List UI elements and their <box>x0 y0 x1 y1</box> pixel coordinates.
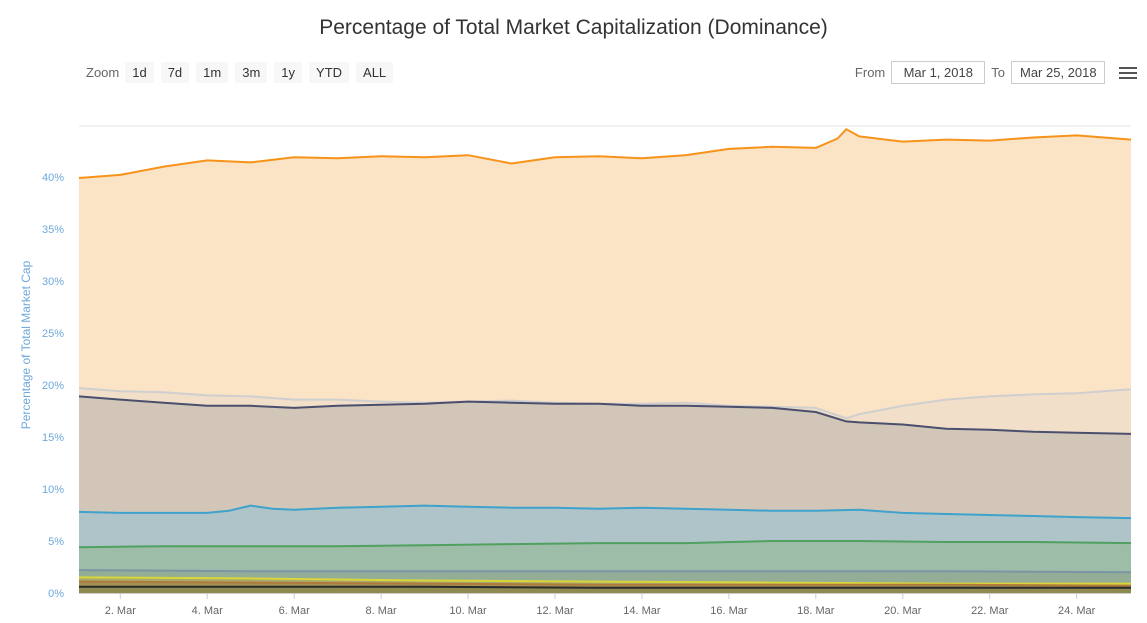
menu-bar-top <box>1119 66 1137 69</box>
y-tick-label: 25% <box>42 328 64 340</box>
series-areas <box>79 129 1131 593</box>
zoom-7d-button[interactable]: 7d <box>160 62 190 83</box>
zoom-3m-button[interactable]: 3m <box>235 62 268 83</box>
series-line-0[interactable] <box>78 128 1132 179</box>
y-tick-label: 15% <box>42 432 64 444</box>
x-tick-label: 14. Mar <box>623 605 661 617</box>
from-date-input[interactable] <box>891 61 986 84</box>
chart-title: Percentage of Total Market Capitalizatio… <box>319 16 828 39</box>
x-tick-label: 22. Mar <box>971 605 1009 617</box>
x-tick-label: 4. Mar <box>192 605 224 617</box>
hamburger-menu-icon[interactable] <box>1119 64 1137 82</box>
to-date-input[interactable] <box>1011 61 1105 84</box>
from-label: From <box>854 65 886 80</box>
y-tick-labels: 0% 5% 10% 15% 20% 25% 30% 35% 40% <box>42 172 64 600</box>
zoom-all-button[interactable]: ALL <box>356 62 394 83</box>
menu-bar-middle <box>1119 71 1137 74</box>
zoom-1d-button[interactable]: 1d <box>125 62 154 83</box>
series-line-7[interactable] <box>78 580 1132 587</box>
series-line-3[interactable] <box>78 504 1132 520</box>
x-tick-label: 2. Mar <box>105 605 137 617</box>
zoom-1m-button[interactable]: 1m <box>196 62 229 83</box>
series-line-2[interactable] <box>78 395 1132 435</box>
x-tick-label: 24. Mar <box>1058 605 1096 617</box>
x-tick-labels: 2. Mar 4. Mar 6. Mar 8. Mar 10. Mar 12. Mar 14… <box>105 605 1096 617</box>
date-range: From To <box>849 61 1137 84</box>
series-line-8[interactable] <box>79 585 1131 589</box>
x-tick-label: 6. Mar <box>279 605 311 617</box>
series-line-1[interactable] <box>78 387 1132 420</box>
y-tick-label: 40% <box>42 172 64 184</box>
x-tick-label: 12. Mar <box>536 605 574 617</box>
x-axis <box>79 593 1131 599</box>
zoom-label: Zoom <box>86 65 120 80</box>
y-tick-label: 0% <box>48 588 64 600</box>
x-tick-label: 8. Mar <box>366 605 398 617</box>
zoom-1y-button[interactable]: 1y <box>274 62 303 83</box>
x-tick-label: 16. Mar <box>710 605 748 617</box>
y-tick-label: 30% <box>42 276 64 288</box>
y-tick-label: 35% <box>42 224 64 236</box>
x-tick-label: 10. Mar <box>449 605 487 617</box>
x-tick-label: 18. Mar <box>797 605 835 617</box>
y-tick-label: 5% <box>48 536 64 548</box>
series-line-5[interactable] <box>78 569 1132 574</box>
y-tick-label: 10% <box>42 484 64 496</box>
series-lines <box>78 128 1132 589</box>
series-line-4[interactable] <box>78 540 1132 549</box>
x-tick-label: 20. Mar <box>884 605 922 617</box>
y-tick-label: 20% <box>42 380 64 392</box>
to-label: To <box>991 65 1005 80</box>
zoom-ytd-button[interactable]: YTD <box>309 62 350 83</box>
menu-bar-bottom <box>1119 76 1137 79</box>
y-axis-label: Percentage of Total Market Cap <box>19 260 33 429</box>
series-line-6[interactable] <box>78 576 1131 585</box>
zoom-bar: Zoom 1d 7d 1m 3m 1y YTD ALL <box>86 62 400 83</box>
